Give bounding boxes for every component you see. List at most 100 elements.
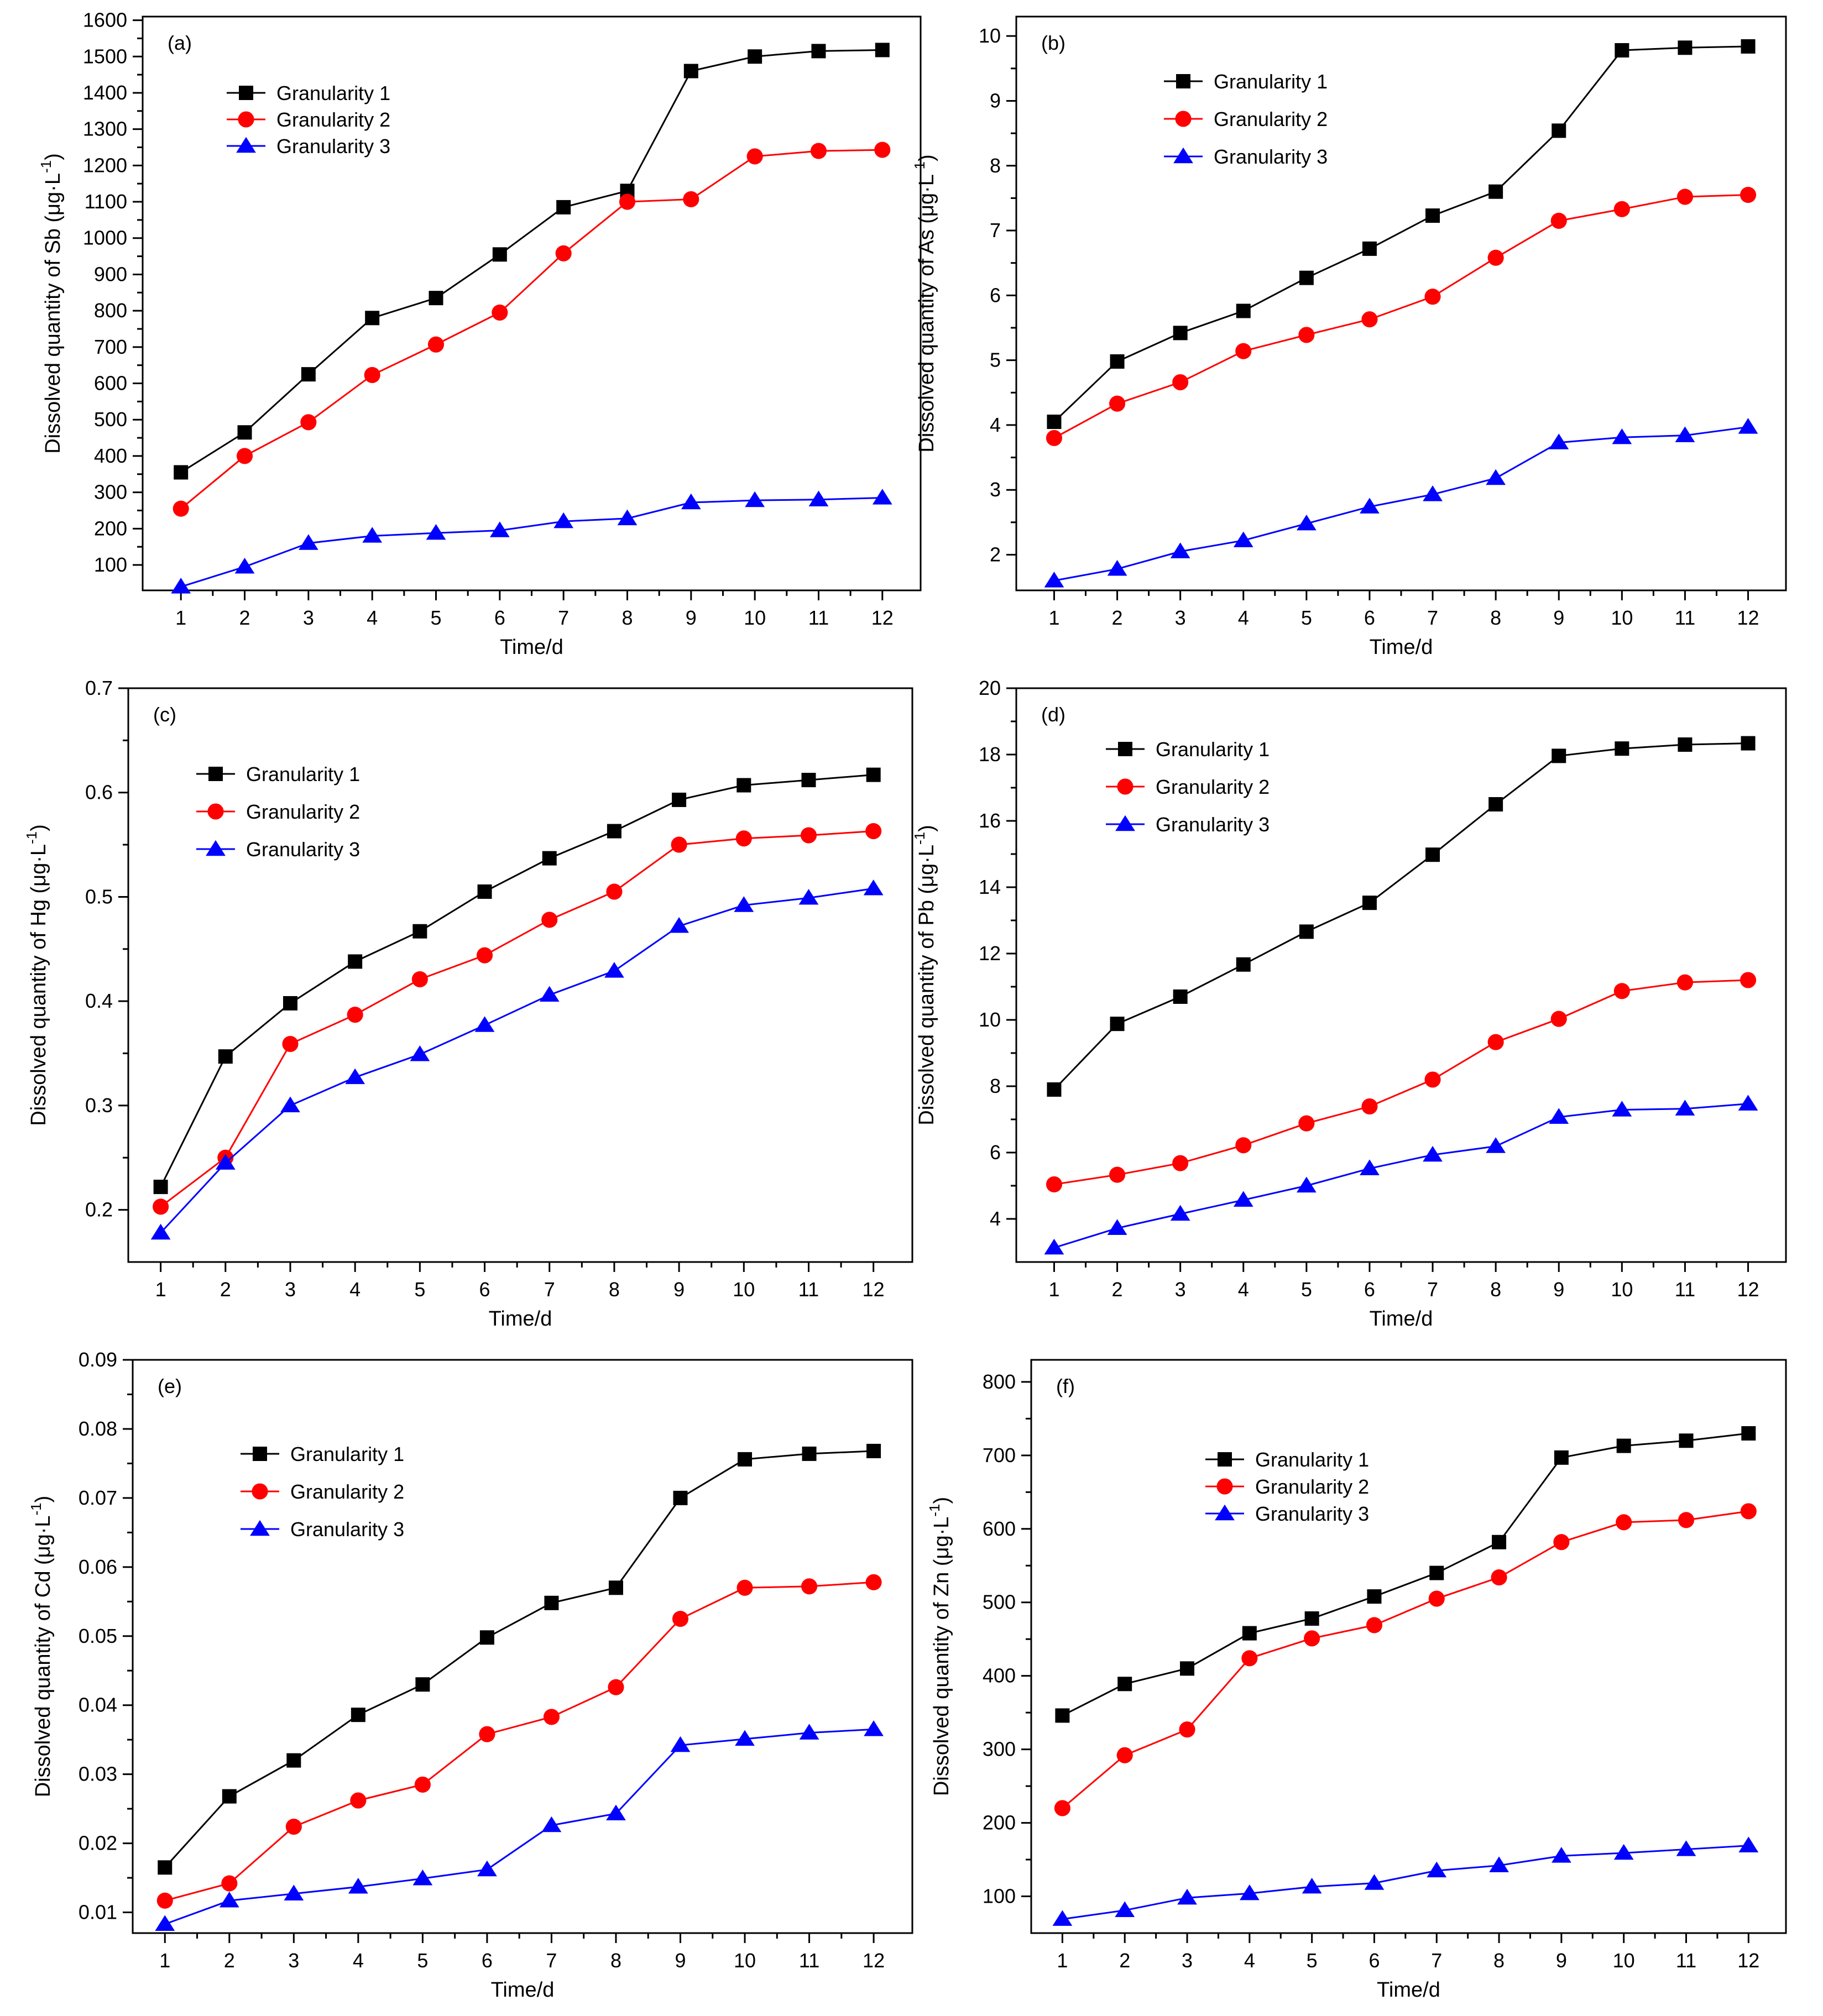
y-tick-label: 2 xyxy=(990,543,1001,565)
data-point xyxy=(1738,418,1758,434)
x-tick-label: 7 xyxy=(544,1278,555,1301)
data-point xyxy=(492,247,507,262)
data-point xyxy=(672,1610,689,1627)
data-point xyxy=(285,1819,302,1835)
x-tick-label: 11 xyxy=(808,606,829,629)
x-tick-label: 1 xyxy=(155,1278,166,1301)
data-point xyxy=(872,489,892,505)
y-tick-label: 200 xyxy=(94,517,127,540)
data-point xyxy=(411,971,428,988)
x-tick-label: 6 xyxy=(482,1949,493,1972)
x-tick-label: 7 xyxy=(546,1949,557,1972)
data-point xyxy=(1172,374,1189,391)
x-axis-title: Time/d xyxy=(1370,636,1433,659)
data-point xyxy=(1553,1534,1570,1551)
data-point xyxy=(1487,1034,1504,1050)
legend-marker xyxy=(1176,74,1190,88)
data-point xyxy=(1362,896,1377,910)
data-point xyxy=(1678,737,1693,752)
data-point xyxy=(798,889,819,905)
x-tick-label: 10 xyxy=(1611,606,1633,629)
data-point xyxy=(683,64,698,78)
data-point xyxy=(801,773,816,788)
data-point xyxy=(1239,1884,1260,1900)
data-point xyxy=(1552,748,1566,763)
data-point xyxy=(1549,1108,1569,1124)
series-line xyxy=(164,1581,874,1902)
x-tick-label: 9 xyxy=(675,1949,686,1972)
data-point xyxy=(608,1580,623,1595)
x-tick-label: 7 xyxy=(1427,1278,1438,1301)
legend: Granularity 1 Granularity 2 Granularity 3 xyxy=(1205,1448,1369,1525)
data-point xyxy=(745,491,765,507)
y-tick-label: 10 xyxy=(979,24,1001,47)
plot-frame xyxy=(1015,687,1787,1263)
data-point xyxy=(218,1049,233,1064)
y-tick-label: 0.01 xyxy=(79,1901,117,1924)
x-tick-label: 5 xyxy=(1301,1278,1312,1301)
data-point xyxy=(672,792,687,807)
series-granularity-1 xyxy=(153,767,881,1195)
data-point xyxy=(1423,485,1443,501)
legend-label: Granularity 1 xyxy=(1255,1448,1369,1471)
series-granularity-3 xyxy=(1044,418,1758,588)
data-point xyxy=(1612,1101,1632,1117)
x-tick-label: 4 xyxy=(353,1949,364,1972)
data-point xyxy=(669,917,689,933)
x-tick-label: 5 xyxy=(1301,606,1312,629)
data-point xyxy=(1678,40,1693,55)
series-line xyxy=(1062,1845,1749,1920)
x-tick-label: 10 xyxy=(734,1949,756,1972)
data-point xyxy=(479,1726,495,1742)
series-line xyxy=(1053,194,1748,439)
data-point xyxy=(1242,1626,1257,1641)
plot-frame xyxy=(132,1359,913,1934)
series-line xyxy=(1062,1432,1749,1716)
y-tick-label: 6 xyxy=(990,1141,1001,1164)
y-tick-label: 1600 xyxy=(83,9,127,32)
series-granularity-2 xyxy=(1054,1503,1757,1816)
y-tick-label: 500 xyxy=(94,408,127,431)
x-tick-label: 7 xyxy=(1427,606,1438,629)
data-point xyxy=(1366,1617,1383,1633)
x-axis-title: Time/d xyxy=(1370,1307,1433,1331)
y-tick-label: 100 xyxy=(983,1885,1016,1908)
data-point xyxy=(348,1878,368,1894)
legend-marker xyxy=(1117,778,1134,795)
data-point xyxy=(553,512,574,528)
data-point xyxy=(1364,1874,1385,1890)
data-point xyxy=(1676,974,1694,991)
series-granularity-3 xyxy=(155,1720,884,1931)
data-point xyxy=(1173,989,1188,1004)
x-tick-label: 4 xyxy=(349,1278,361,1301)
data-point xyxy=(222,1789,237,1804)
x-tick-label: 3 xyxy=(285,1278,296,1301)
y-axis-title: Dissolved quantity of Cd (μg·L-1) xyxy=(28,1496,55,1798)
data-point xyxy=(234,558,255,574)
panel-label: (b) xyxy=(1041,32,1065,54)
legend-label: Granularity 2 xyxy=(1214,108,1328,130)
x-tick-label: 1 xyxy=(1048,606,1059,629)
series-line xyxy=(164,1450,874,1868)
legend: Granularity 1 Granularity 2 Granularity 3 xyxy=(196,763,360,861)
data-point xyxy=(492,304,508,321)
y-tick-label: 0.5 xyxy=(85,885,113,908)
data-point xyxy=(875,43,890,57)
data-point xyxy=(1110,1017,1125,1031)
legend-label: Granularity 1 xyxy=(290,1443,404,1465)
x-tick-label: 11 xyxy=(798,1278,819,1301)
data-point xyxy=(1612,428,1632,444)
data-point xyxy=(811,44,826,59)
y-tick-label: 1300 xyxy=(83,118,127,140)
y-tick-label: 8 xyxy=(990,154,1001,177)
y-axis-title: Dissolved quantity of Pb (μg·L-1) xyxy=(911,825,938,1125)
data-point xyxy=(1298,327,1315,343)
data-point xyxy=(541,912,558,928)
x-tick-label: 12 xyxy=(863,1278,885,1301)
legend-label: Granularity 3 xyxy=(1255,1502,1369,1525)
data-point xyxy=(1172,1155,1189,1171)
x-tick-label: 3 xyxy=(1175,1278,1186,1301)
x-tick-label: 6 xyxy=(1364,606,1375,629)
data-point xyxy=(1044,572,1064,588)
data-point xyxy=(671,836,687,853)
